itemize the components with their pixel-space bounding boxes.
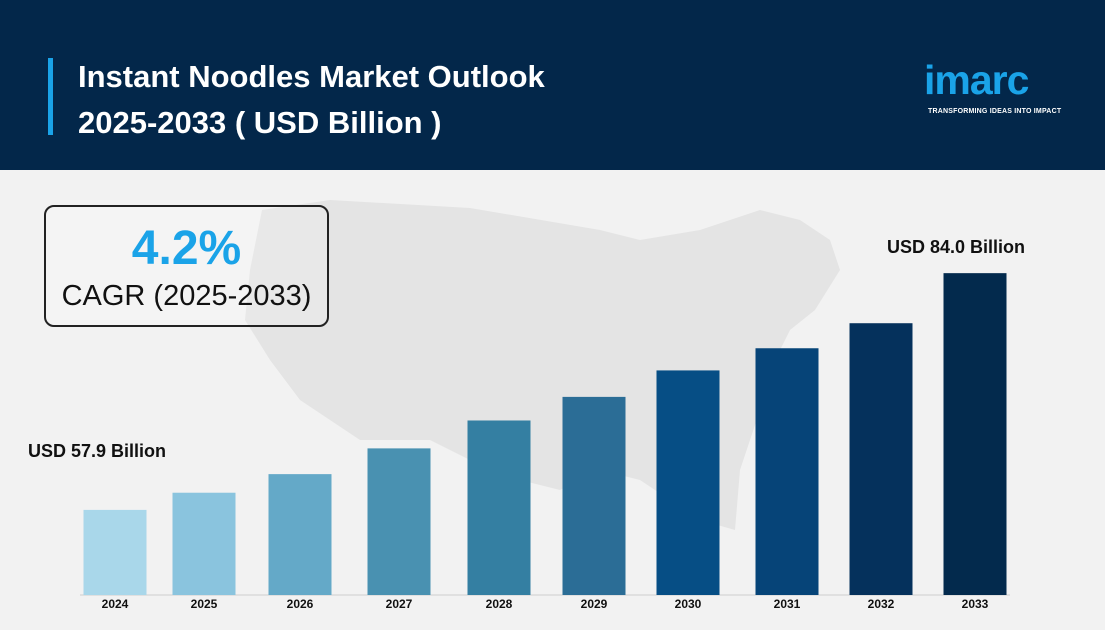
bar-2033 [943,273,1007,595]
cagr-value: 4.2% [131,222,242,275]
end-value-label: USD 84.0 Billion [887,237,1026,257]
x-tick-label-2026: 2026 [287,597,314,611]
bar-2030 [656,370,720,595]
bar-2025 [172,492,236,595]
page-title: Instant Noodles Market Outlook 2025-2033… [78,54,545,146]
cagr-label: CAGR (2025-2033) [61,280,312,312]
x-tick-label-2028: 2028 [486,597,513,611]
logo-wordmark: imarc [924,57,1029,103]
cagr-callout: 4.2% CAGR (2025-2033) [44,205,329,327]
start-value-label: USD 57.9 Billion [28,441,167,461]
logo-tagline: TRANSFORMING IDEAS INTO IMPACT [928,108,1062,115]
bar-2032 [849,323,913,595]
bar-2027 [367,448,431,595]
x-tick-label-2025: 2025 [191,597,218,611]
bar-2028 [467,420,531,595]
x-tick-label-2027: 2027 [386,597,413,611]
x-tick-label-2032: 2032 [868,597,895,611]
x-tick-label-2029: 2029 [581,597,608,611]
bar-2029 [562,396,626,595]
x-tick-label-2033: 2033 [962,597,989,611]
x-tick-label-2024: 2024 [102,597,129,611]
title-accent-bar [48,58,53,135]
bar-2024 [83,509,147,595]
bar-2031 [755,348,819,595]
title-line-2: 2025-2033 ( USD Billion ) [78,105,442,140]
x-tick-label-2031: 2031 [774,597,801,611]
title-line-1: Instant Noodles Market Outlook [78,59,545,94]
header-bar: Instant Noodles Market Outlook 2025-2033… [0,0,1105,170]
x-tick-label-2030: 2030 [675,597,702,611]
bar-2026 [268,474,332,595]
imarc-logo: imarc TRANSFORMING IDEAS INTO IMPACT [924,58,1069,122]
